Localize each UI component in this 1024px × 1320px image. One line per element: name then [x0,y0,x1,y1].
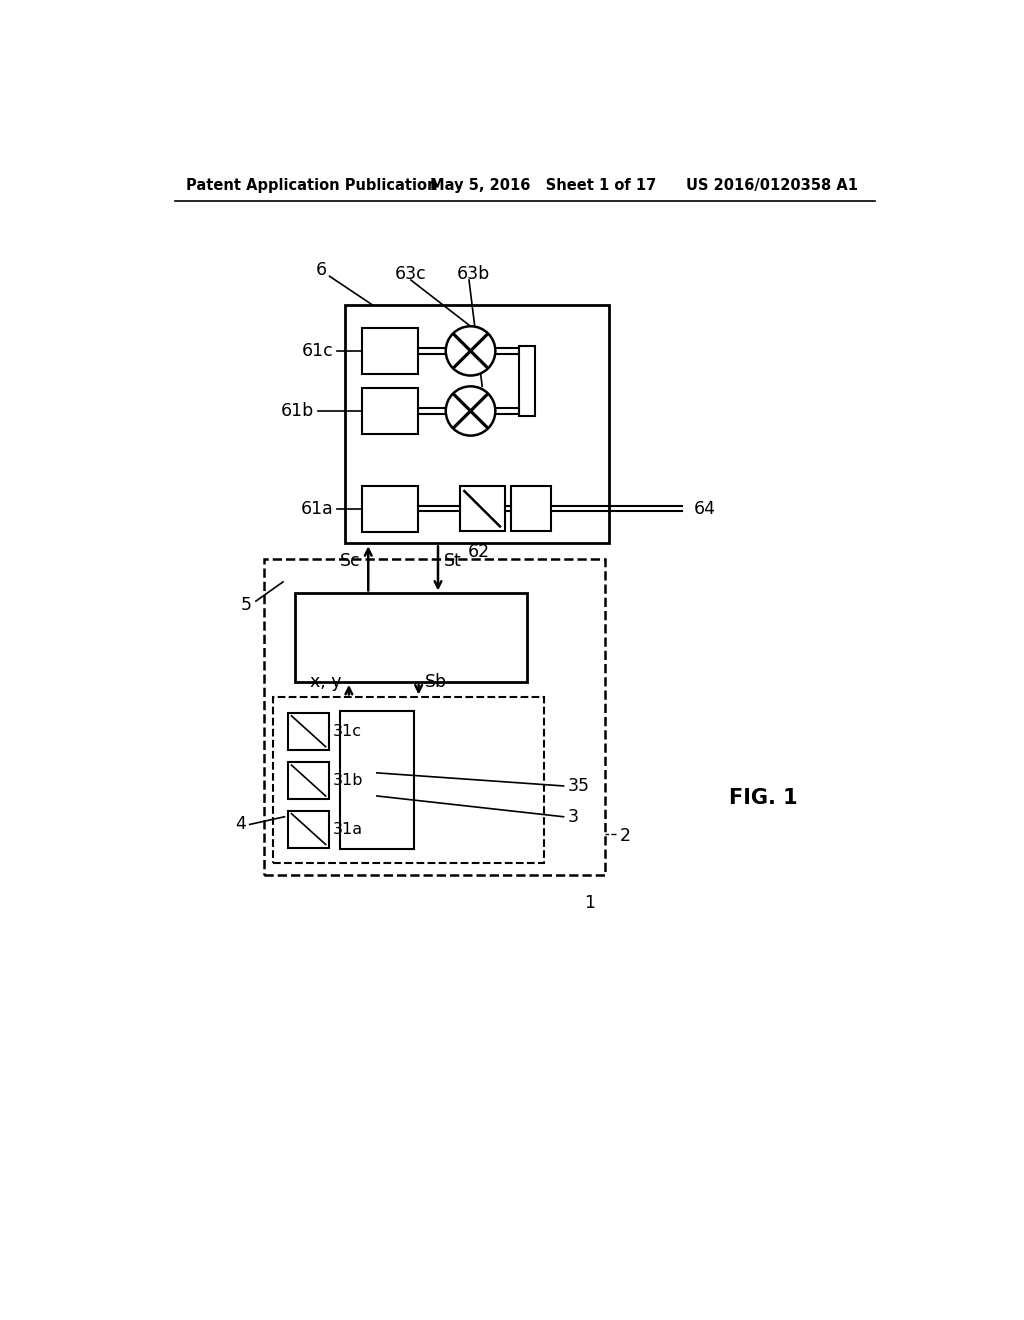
Text: St: St [444,552,462,570]
Text: 3: 3 [567,808,579,826]
Text: 61c: 61c [302,342,334,360]
Bar [340,711,414,849]
Bar [345,305,608,544]
Circle shape [445,326,496,376]
Text: 61a: 61a [301,500,334,517]
Text: 5: 5 [241,597,252,614]
Text: 6: 6 [316,261,328,279]
Text: Patent Application Publication: Patent Application Publication [186,178,437,193]
Text: Sc: Sc [340,552,360,570]
Bar [362,388,418,434]
Text: 4: 4 [234,816,246,833]
Text: 61b: 61b [281,403,314,420]
Bar [289,762,329,799]
Text: 2: 2 [621,828,631,845]
Text: x, y: x, y [309,673,341,690]
Text: 31c: 31c [333,723,361,739]
Bar [511,487,551,531]
Bar [289,713,329,750]
Text: 35: 35 [567,777,590,795]
Text: FIG. 1: FIG. 1 [729,788,798,808]
Text: May 5, 2016   Sheet 1 of 17: May 5, 2016 Sheet 1 of 17 [430,178,656,193]
Text: US 2016/0120358 A1: US 2016/0120358 A1 [686,178,858,193]
Text: 63c: 63c [395,265,427,282]
Text: 31a: 31a [333,821,362,837]
Bar [289,810,329,847]
Text: 64: 64 [693,500,716,517]
Text: 1: 1 [584,894,595,912]
Text: 31b: 31b [333,774,364,788]
Bar [362,327,418,374]
Bar [362,486,418,532]
Circle shape [445,387,496,436]
Bar [273,697,544,863]
Text: 62: 62 [468,543,490,561]
Text: Sb: Sb [425,673,446,690]
Bar [460,487,505,531]
Text: 63b: 63b [457,265,489,282]
Bar [263,558,604,875]
Bar [295,594,527,682]
Bar [519,346,535,416]
